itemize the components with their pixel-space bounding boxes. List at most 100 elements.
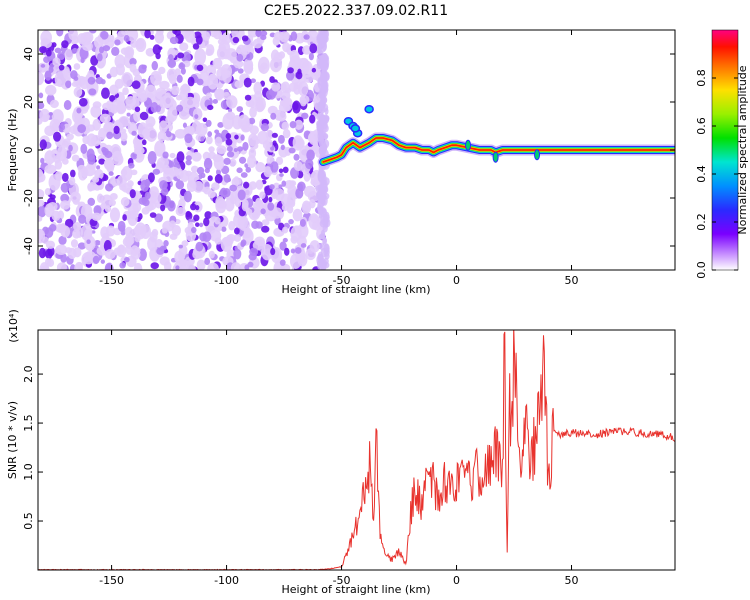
heatmap-cell <box>185 264 196 270</box>
spectrogram-y-tick-label: -40 <box>22 237 35 255</box>
heatmap-cell <box>102 174 109 182</box>
heatmap-cell <box>152 168 161 175</box>
heatmap-cell <box>221 226 227 232</box>
snr-y-multiplier: (x10⁴) <box>7 309 20 343</box>
heatmap-cell <box>159 256 170 266</box>
heatmap-cell <box>305 158 314 170</box>
spectrogram-x-ticks: -150 -100 -50 0 50 <box>99 30 579 287</box>
heatmap-cell <box>204 257 211 266</box>
heatmap-cell <box>231 30 239 39</box>
heatmap-cell <box>288 82 298 92</box>
heatmap-cell <box>205 119 212 127</box>
heatmap-cell <box>54 47 62 54</box>
snr-series-line <box>38 330 675 570</box>
snr-frame <box>37 329 676 571</box>
snr-y-axis-label: SNR (10 * v/v) <box>6 401 19 479</box>
heatmap-cell <box>199 222 204 228</box>
heatmap-cell <box>58 64 65 71</box>
heatmap-cell <box>307 133 315 143</box>
heatmap-cell <box>80 143 88 155</box>
heatmap-cell <box>107 34 115 43</box>
heatmap-cell <box>301 200 312 214</box>
heatmap-cell <box>242 141 249 151</box>
figure-title: C2E5.2022.337.09.02.R11 <box>264 3 448 19</box>
heatmap-cell <box>48 112 53 116</box>
heatmap-cell <box>103 121 115 132</box>
heatmap-cell <box>190 165 199 173</box>
heatmap-cell <box>260 208 266 215</box>
snr-x-tick-label: -100 <box>214 574 239 587</box>
heatmap-cell <box>171 224 182 236</box>
heatmap-cell <box>194 114 199 120</box>
heatmap-cell <box>233 148 238 153</box>
heatmap-cell <box>241 202 249 212</box>
heatmap-cell <box>303 171 311 182</box>
heatmap-cell <box>195 35 203 45</box>
heatmap-cell <box>234 199 242 208</box>
heatmap-cell <box>259 191 266 199</box>
heatmap-cell <box>176 104 184 112</box>
heatmap-cell <box>122 87 129 96</box>
heatmap-cell <box>248 133 259 147</box>
colorbar: 0.0 0.2 0.4 0.6 0.8 Normalized spectral ampl… <box>695 29 749 279</box>
heatmap-cell <box>318 59 324 69</box>
heatmap-cell <box>184 226 194 235</box>
heatmap-cell <box>317 130 324 142</box>
heatmap-cell <box>96 193 104 203</box>
heatmap-cell <box>179 89 189 101</box>
heatmap-cell <box>212 57 223 70</box>
heatmap-cell <box>142 199 150 207</box>
heatmap-cell <box>273 182 280 189</box>
heatmap-cell <box>320 229 326 240</box>
heatmap-cell <box>48 174 61 191</box>
heatmap-cell <box>175 180 185 190</box>
heatmap-cell <box>289 180 297 187</box>
heatmap-cell <box>234 80 244 89</box>
heatmap-cell <box>269 76 275 83</box>
heatmap-cell <box>79 104 89 114</box>
heatmap-cell <box>83 255 94 265</box>
heatmap-cell <box>216 145 227 155</box>
heatmap-cell <box>208 146 215 153</box>
heatmap-cell <box>86 148 95 161</box>
heatmap-cell <box>96 53 103 62</box>
heatmap-cell <box>73 86 83 98</box>
heatmap-cell <box>243 58 254 72</box>
colorbar-gradient <box>711 29 739 271</box>
heatmap-ridge <box>317 104 675 168</box>
heatmap-cell <box>208 250 215 259</box>
heatmap-cell <box>248 117 256 125</box>
heatmap-cell <box>316 33 325 42</box>
heatmap-cell <box>105 183 114 192</box>
heatmap-cell <box>92 255 100 264</box>
heatmap-cell <box>246 208 253 216</box>
heatmap-cell <box>184 30 196 43</box>
colorbar-label: Normalized spectral amplitude <box>736 65 749 234</box>
heatmap-cell <box>174 250 184 264</box>
heatmap-blob <box>465 139 472 151</box>
snr-y-tick-label: 0.5 <box>22 512 35 530</box>
heatmap-cell <box>60 193 70 203</box>
heatmap-cell <box>147 172 155 183</box>
heatmap-cell <box>276 111 287 122</box>
heatmap-cell <box>227 107 233 113</box>
heatmap-cell <box>75 81 83 88</box>
heatmap-cell <box>83 228 93 242</box>
heatmap-cell <box>61 172 69 182</box>
heatmap-cell <box>38 71 45 86</box>
heatmap-cell <box>100 30 109 40</box>
heatmap-cell <box>181 240 189 247</box>
heatmap-cell <box>59 200 71 210</box>
heatmap-noise <box>38 30 331 270</box>
heatmap-cell <box>289 121 297 129</box>
heatmap-cell <box>154 140 166 157</box>
heatmap-cell <box>55 244 68 256</box>
heatmap-cell <box>287 67 294 74</box>
heatmap-cell <box>144 191 151 200</box>
heatmap-cell <box>260 30 268 37</box>
heatmap-cell <box>217 122 224 128</box>
heatmap-cell <box>248 147 257 159</box>
heatmap-cell <box>56 52 66 60</box>
heatmap-cell <box>109 193 118 201</box>
heatmap-cell <box>210 216 218 222</box>
